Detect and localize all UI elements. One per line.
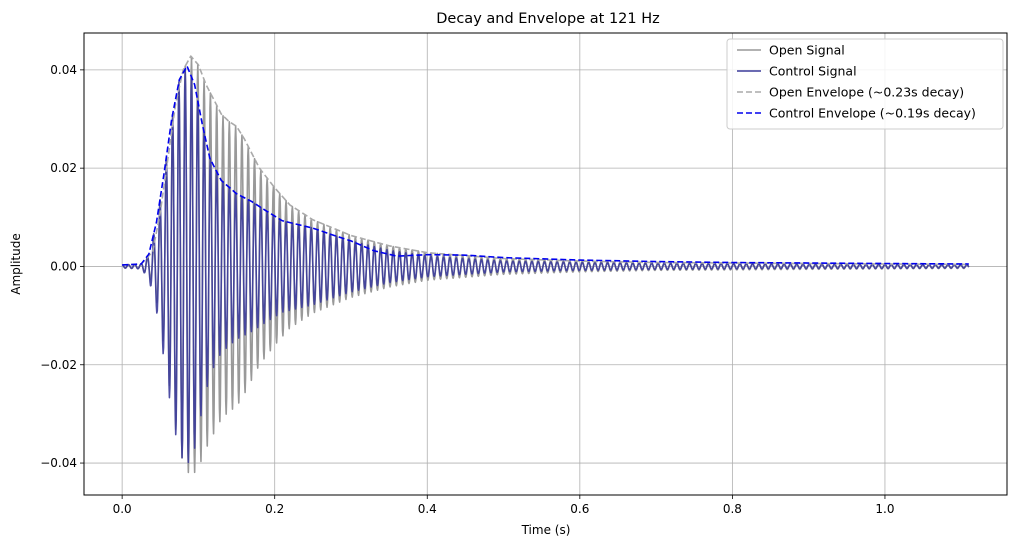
y-tick-label: 0.04 (50, 63, 77, 77)
x-tick-label: 0.4 (418, 502, 437, 516)
series-control-signal (121, 69, 970, 464)
y-tick-label: −0.04 (40, 456, 77, 470)
chart-title: Decay and Envelope at 121 Hz (436, 11, 660, 27)
legend: Open Signal Control Signal Open Envelope… (726, 38, 1004, 130)
x-tick-label: 0.2 (265, 502, 284, 516)
legend-box (726, 38, 1004, 130)
axis-ticks: 0.0 0.2 0.4 0.6 0.8 1.0 −0.04 −0.02 0.00 0.02 0.04 (40, 63, 894, 516)
y-axis-label: Amplitude (9, 233, 23, 295)
legend-label-control-signal: Control Signal (769, 64, 857, 79)
y-tick-label: −0.02 (40, 358, 77, 372)
plot-series (121, 55, 970, 474)
y-tick-label: 0.00 (50, 259, 77, 273)
legend-label-control-envelope: Control Envelope (~0.19s decay) (769, 106, 976, 121)
x-tick-label: 1.0 (875, 502, 894, 516)
x-tick-label: 0.6 (570, 502, 589, 516)
legend-label-open-envelope: Open Envelope (~0.23s decay) (769, 85, 964, 100)
legend-label-open-signal: Open Signal (769, 43, 845, 58)
x-axis-label: Time (s) (521, 523, 571, 537)
series-control-envelope (122, 65, 969, 266)
series-open-envelope (122, 55, 969, 266)
x-tick-label: 0.0 (113, 502, 132, 516)
y-tick-label: 0.02 (50, 161, 77, 175)
x-tick-label: 0.8 (723, 502, 742, 516)
plot-frame (83, 32, 1008, 496)
